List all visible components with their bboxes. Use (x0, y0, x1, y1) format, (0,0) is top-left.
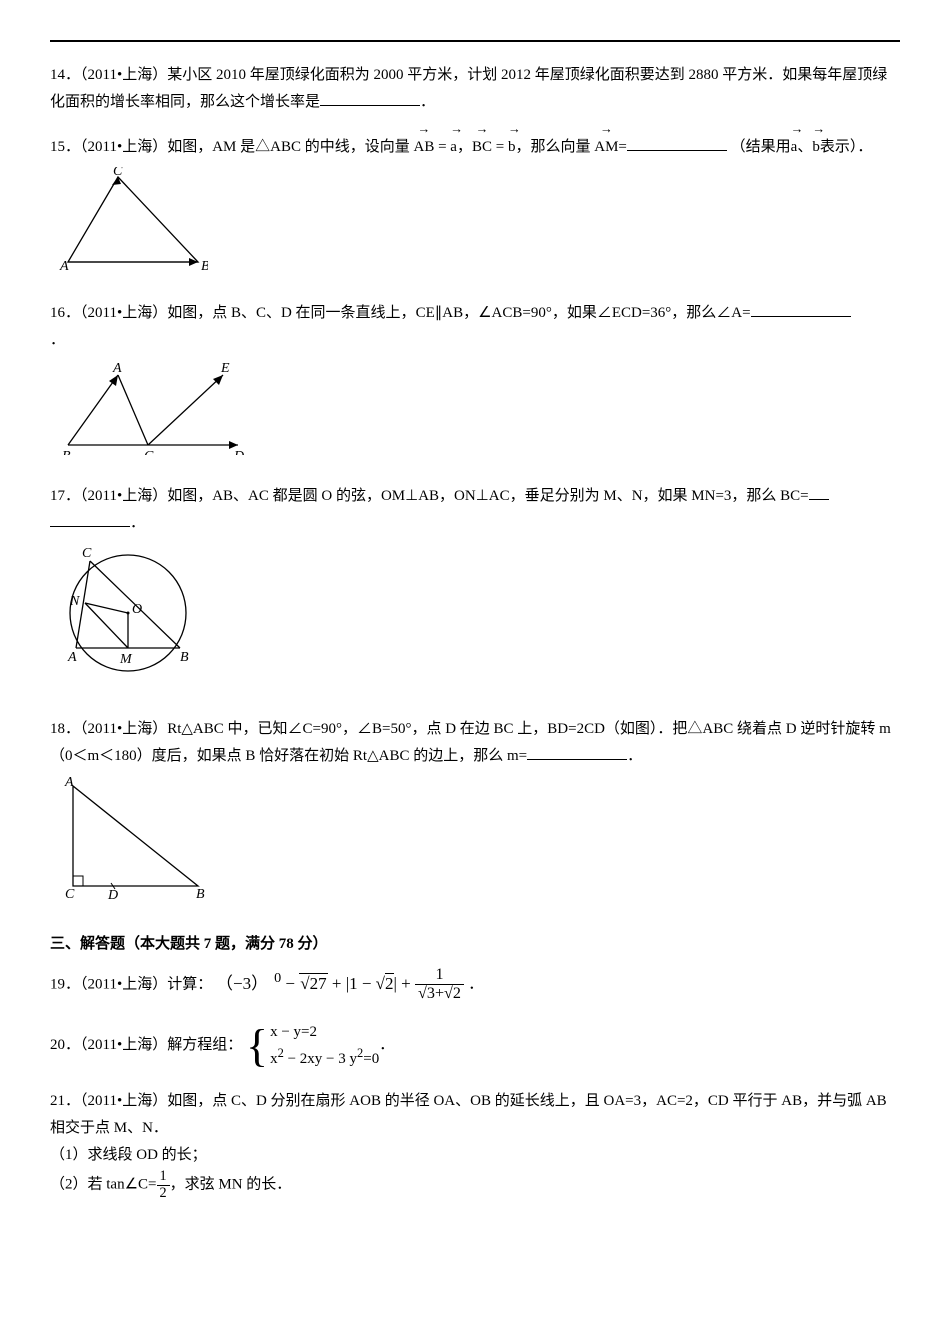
svg-text:O: O (132, 602, 142, 617)
svg-text:N: N (69, 594, 80, 609)
answer-blank-cont (50, 511, 130, 527)
svg-text:A: A (59, 259, 69, 272)
sub-question-1: （1）求线段 OD 的长； (50, 1142, 900, 1169)
problem-text-a: 如图，AM 是△ABC 的中线，设向量 (167, 139, 410, 155)
problem-text-b: ． (50, 327, 900, 354)
problem-source: （2011•上海） (80, 1037, 167, 1053)
problem-text-b: ． (627, 748, 642, 764)
section-3-title: 三、解答题（本大题共 7 题，满分 78 分） (50, 931, 900, 958)
problem-source: （2011•上海） (80, 67, 167, 83)
problem-19: 19．（2011•上海）计算： （−3）0 − √27 + |1 − √2| +… (50, 966, 900, 1003)
figure-right-triangle-18: A C B D (58, 776, 900, 911)
period: ． (379, 1037, 394, 1053)
svg-text:E: E (220, 361, 230, 376)
problem-14: 14．（2011•上海）某小区 2010 年屋顶绿化面积为 2000 平方米，计… (50, 62, 900, 116)
svg-text:C: C (82, 546, 92, 561)
expression-19: （−3）0 − √27 + |1 − √2| + 1 √3+√2 (216, 974, 468, 993)
problem-18: 18．（2011•上海）Rt△ABC 中，已知∠C=90°，∠B=50°，点 D… (50, 716, 900, 911)
problem-text: 某小区 2010 年屋顶绿化面积为 2000 平方米，计划 2012 年屋顶绿化… (50, 67, 887, 110)
problem-text-a: Rt△ABC 中，已知∠C=90°，∠B=50°，点 D 在边 BC 上，BD=… (50, 721, 891, 764)
problem-source: （2011•上海） (80, 305, 167, 321)
svg-text:A: A (67, 650, 77, 665)
problem-number: 21． (50, 1093, 80, 1109)
problem-source: （2011•上海） (80, 139, 167, 155)
svg-text:D: D (233, 449, 244, 455)
problem-text-end: ． (420, 94, 435, 110)
problem-number: 15． (50, 139, 80, 155)
problem-15: 15．（2011•上海）如图，AM 是△ABC 的中线，设向量 AB = a，B… (50, 134, 900, 282)
top-rule (50, 40, 900, 42)
problem-source: （2011•上海） (80, 488, 167, 504)
vector-AM: AM= (594, 139, 627, 155)
problem-source: （2011•上海） (80, 977, 167, 993)
problem-16: 16．（2011•上海）如图，点 B、C、D 在同一条直线上，CE∥AB，∠AC… (50, 300, 900, 465)
problem-21: 21．（2011•上海）如图，点 C、D 分别在扇形 AOB 的半径 OA、OB… (50, 1088, 900, 1201)
fraction-half: 12 (157, 1169, 170, 1201)
svg-text:A: A (64, 776, 74, 790)
problem-number: 18． (50, 721, 80, 737)
answer-blank (627, 135, 727, 151)
eq-1: x − y=2 (270, 1021, 379, 1044)
problem-text-d: 表示）． (820, 139, 873, 155)
answer-blank (751, 301, 851, 317)
problem-text-a: 如图，点 B、C、D 在同一条直线上，CE∥AB，∠ACB=90°，如果∠ECD… (167, 305, 750, 321)
sub2-text-b: ，求弦 MN 的长． (170, 1177, 292, 1193)
figure-triangle-15: A B C (58, 167, 900, 282)
svg-text:C: C (144, 449, 154, 455)
problem-text-a: 如图，点 C、D 分别在扇形 AOB 的半径 OA、OB 的延长线上，且 OA=… (50, 1093, 887, 1136)
svg-text:D: D (107, 888, 118, 901)
eq-2: x2 − 2xy − 3 y2=0 (270, 1044, 379, 1071)
figure-circle-17: A B C M N O (58, 543, 900, 698)
problem-text-b: ，那么向量 (515, 139, 590, 155)
vector-AB: AB = a，BC = b (413, 139, 515, 155)
figure-angle-16: B C D A E (58, 360, 900, 465)
problem-number: 17． (50, 488, 80, 504)
problem-source: （2011•上海） (80, 1093, 167, 1109)
result-vectors: a、b (791, 139, 820, 155)
answer-blank (527, 744, 627, 760)
svg-text:B: B (180, 650, 189, 665)
svg-text:M: M (119, 652, 133, 667)
svg-text:C: C (65, 887, 75, 901)
svg-text:A: A (112, 361, 122, 376)
equation-system: { x − y=2 x2 − 2xy − 3 y2=0 (246, 1021, 379, 1070)
problem-number: 14． (50, 67, 80, 83)
svg-text:B: B (62, 449, 71, 455)
sub2-text-a: （2）若 tan∠C= (50, 1177, 157, 1193)
problem-20: 20．（2011•上海）解方程组： { x − y=2 x2 − 2xy − 3… (50, 1021, 900, 1070)
svg-text:B: B (201, 259, 208, 272)
problem-number: 16． (50, 305, 80, 321)
answer-blank (320, 90, 420, 106)
problem-text-c: （结果用 (731, 139, 791, 155)
problem-source: （2011•上海） (80, 721, 167, 737)
svg-text:C: C (113, 167, 123, 179)
period: ． (468, 977, 483, 993)
problem-17: 17．（2011•上海）如图，AB、AC 都是圆 O 的弦，OM⊥AB，ON⊥A… (50, 483, 900, 698)
problem-label: 计算： (167, 977, 212, 993)
problem-text-a: 如图，AB、AC 都是圆 O 的弦，OM⊥AB，ON⊥AC，垂足分别为 M、N，… (167, 488, 808, 504)
answer-blank (809, 484, 829, 500)
problem-label: 解方程组： (167, 1037, 242, 1053)
problem-number: 20． (50, 1037, 80, 1053)
problem-text-b: ． (130, 515, 145, 531)
sub-question-2: （2）若 tan∠C=12，求弦 MN 的长． (50, 1169, 900, 1201)
svg-text:B: B (196, 887, 205, 901)
problem-number: 19． (50, 977, 80, 993)
